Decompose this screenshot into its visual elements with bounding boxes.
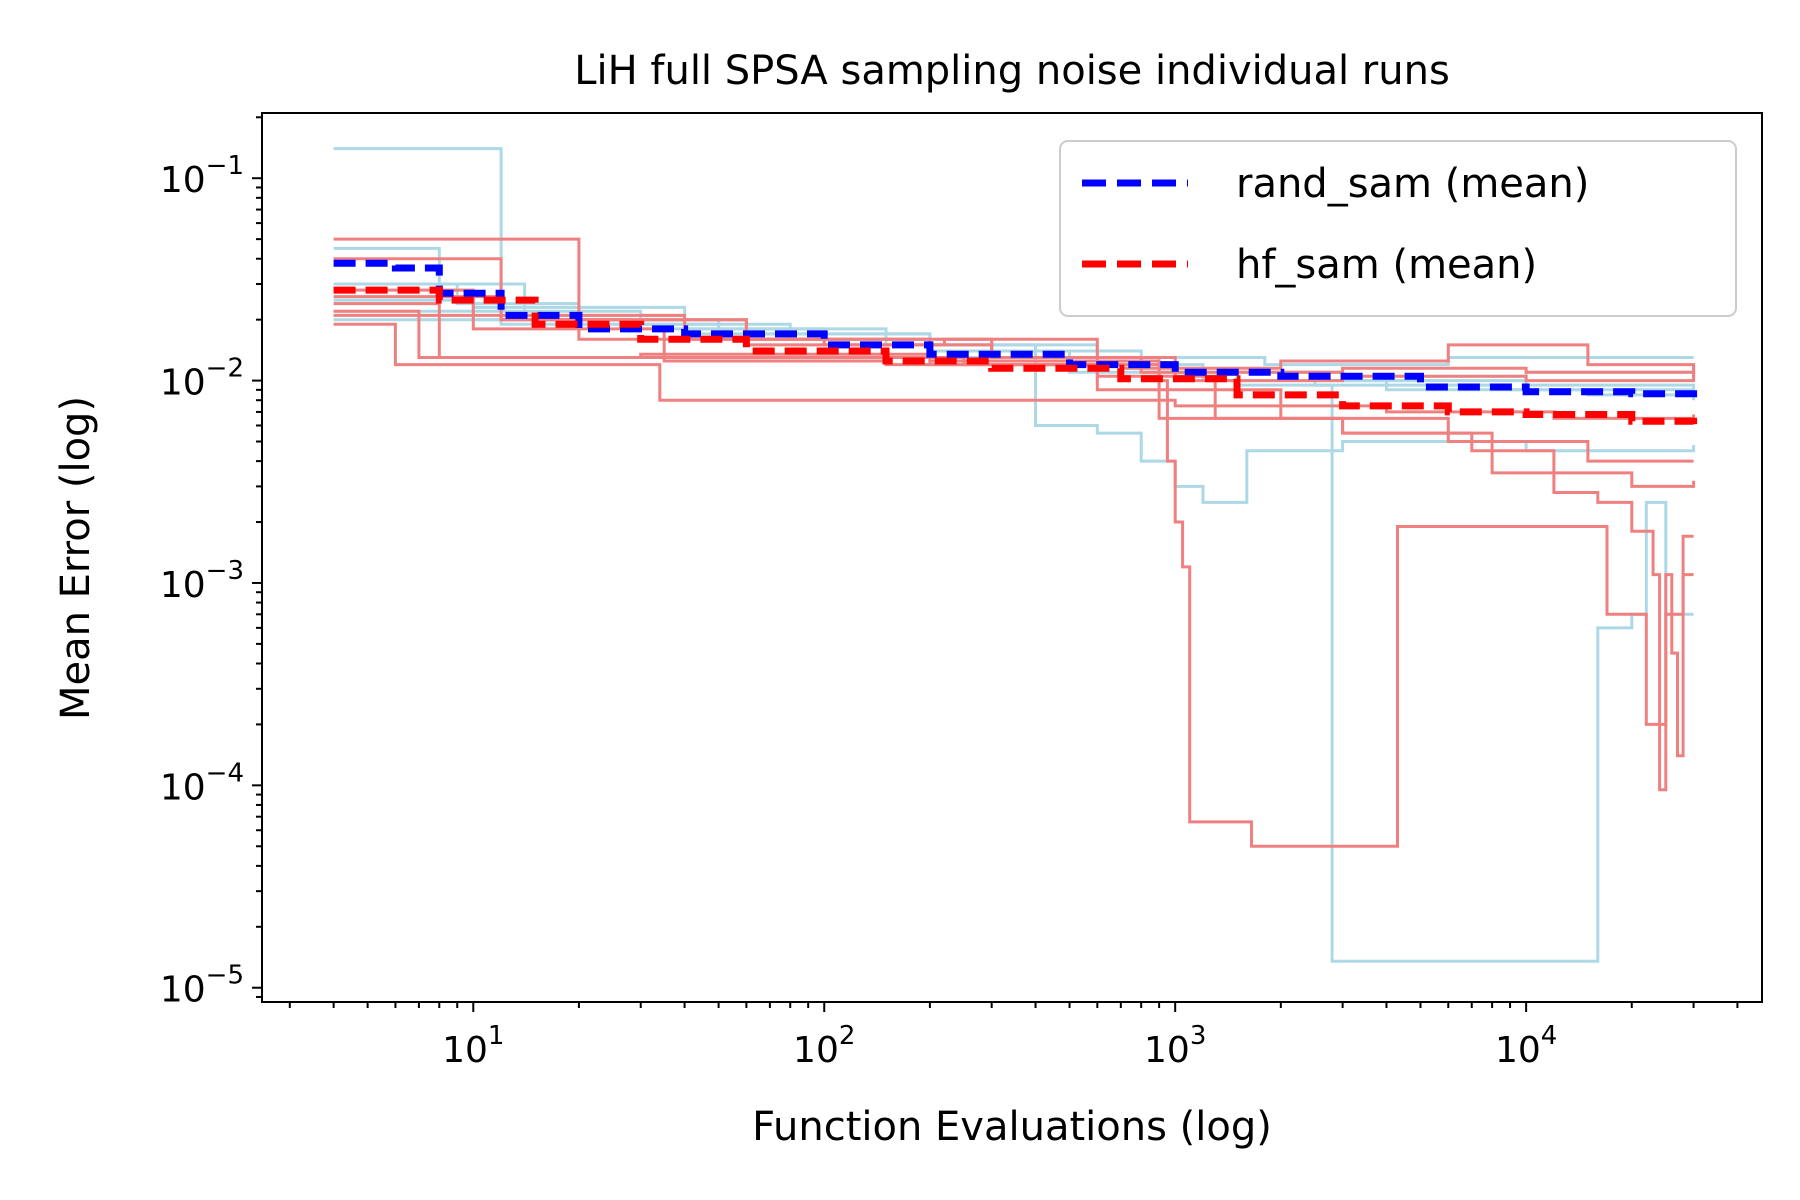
y-axis: 10−1 10−2 10−3 10−4 10−5 bbox=[160, 116, 262, 1011]
series-line-rand-sam-run-2 bbox=[333, 246, 1694, 367]
x-axis: 101 102 103 104 bbox=[288, 1002, 1739, 1071]
legend: rand_sam (mean) hf_sam (mean) bbox=[1059, 140, 1737, 317]
series-line-hf-sam-run-2 bbox=[333, 257, 1696, 383]
series-line-hf-sam-mean- bbox=[333, 286, 1698, 429]
series-line-hf-sam-run-7 bbox=[333, 295, 1696, 488]
x-tick-label: 101 bbox=[442, 1021, 504, 1071]
legend-label: hf_sam (mean) bbox=[1236, 242, 1537, 288]
chart-title: LiH full SPSA sampling noise individual … bbox=[574, 48, 1450, 94]
series-line-rand-sam-run-4 bbox=[333, 298, 1694, 397]
x-tick-label: 104 bbox=[1495, 1021, 1557, 1071]
y-tick-label: 10−1 bbox=[160, 151, 244, 201]
legend-label: rand_sam (mean) bbox=[1236, 161, 1589, 207]
series-layer bbox=[333, 147, 1698, 963]
y-axis-label: Mean Error (log) bbox=[53, 396, 99, 720]
y-tick-label: 10−4 bbox=[160, 758, 244, 808]
x-tick-label: 102 bbox=[793, 1021, 855, 1071]
legend-box bbox=[1059, 140, 1737, 317]
series-line-rand-sam-mean- bbox=[333, 259, 1698, 398]
y-tick-label: 10−3 bbox=[160, 556, 244, 606]
y-tick-label: 10−2 bbox=[160, 354, 244, 404]
x-axis-label: Function Evaluations (log) bbox=[752, 1104, 1272, 1150]
x-tick-label: 103 bbox=[1144, 1021, 1206, 1071]
plot-frame bbox=[261, 112, 1763, 1003]
y-tick-label: 10−5 bbox=[160, 961, 244, 1011]
